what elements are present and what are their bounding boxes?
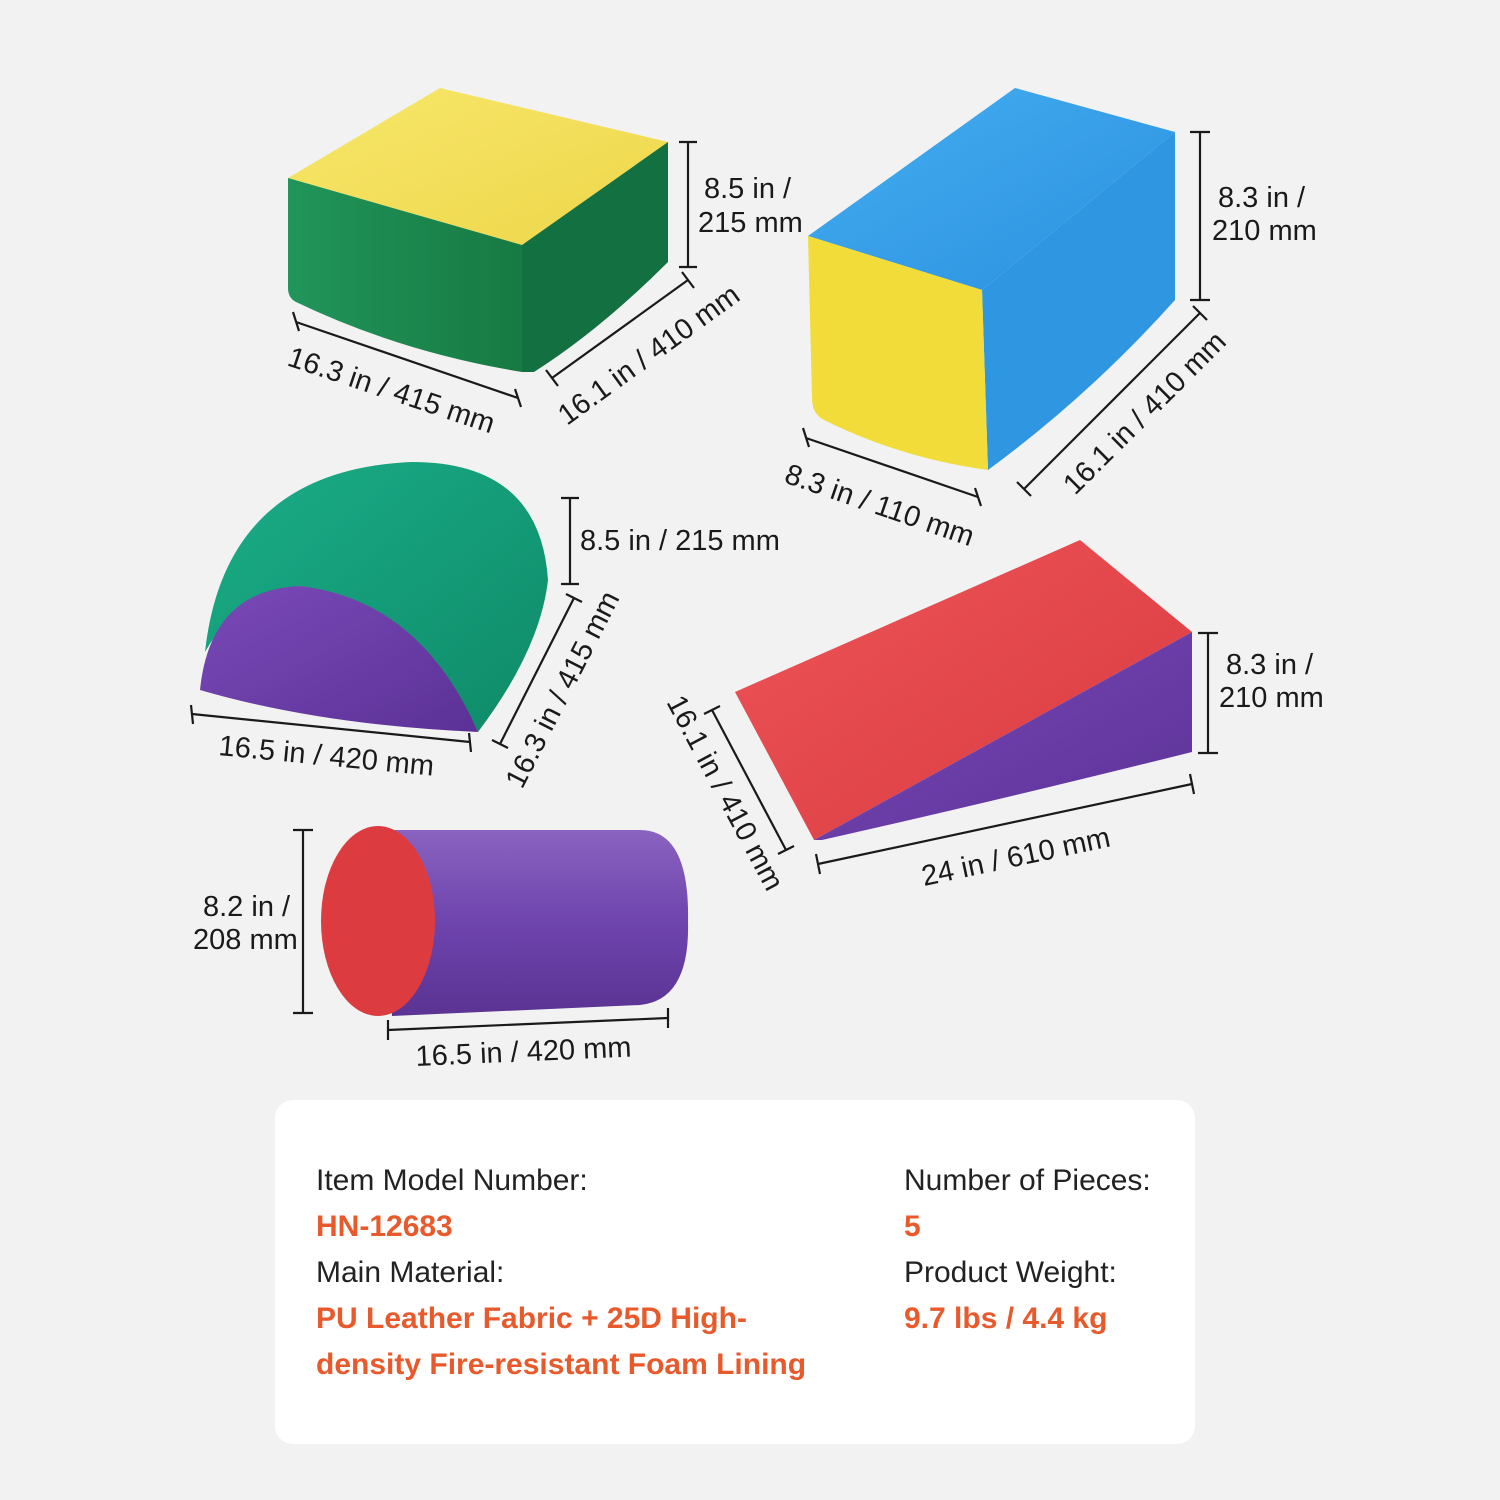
main-material-value-line1: PU Leather Fabric + 25D High- [316,1302,747,1335]
number-of-pieces-label: Number of Pieces: [904,1164,1151,1197]
dim-line-cylinder-diameter [293,828,313,1015]
wedge-height-mm-label: 210 mm [1219,682,1324,714]
cube-right-face [522,142,668,372]
product-weight-value: 9.7 lbs / 4.4 kg [904,1302,1108,1335]
model-number-label: Item Model Number: [316,1164,588,1197]
dim-line-wedge-depth [703,705,795,855]
spec-card: Item Model Number: HN-12683 Main Materia… [275,1100,1195,1444]
cube-height-label: 8.5 in / [704,173,792,205]
foam-cube [288,88,668,372]
product-weight-label: Product Weight: [904,1256,1117,1289]
half-cylinder-curved-top [205,462,548,732]
half-cylinder-height-label: 8.5 in / 215 mm [580,525,780,557]
number-of-pieces-value: 5 [904,1210,921,1243]
block-top-face [808,88,1175,290]
spec-column-left: Item Model Number: HN-12683 Main Materia… [316,1158,856,1388]
block-width-label: 8.3 in / 110 mm [781,458,978,553]
wedge-height-label: 8.3 in / [1226,649,1314,681]
block-height-label: 8.3 in / [1218,182,1306,214]
spec-column-right: Number of Pieces: 5 Product Weight: 9.7 … [904,1158,1184,1342]
dim-line-block-length [1016,305,1208,497]
cylinder-body [378,830,689,1016]
wedge-side-face [814,632,1192,840]
dim-line-wedge-length [814,773,1196,875]
half-cylinder-flat-end [200,586,478,732]
wedge-length-label: 24 in / 610 mm [919,822,1113,893]
cylinder-end-face [321,826,435,1016]
foam-half-cylinder [200,462,548,732]
cylinder-diameter-mm-label: 208 mm [193,924,298,956]
dim-line-block-height [1190,130,1210,302]
dim-line-half-cylinder-width [189,704,473,753]
foam-block [808,88,1175,470]
foam-wedge [735,540,1192,840]
dim-line-cube-depth [545,271,695,387]
foam-cylinder [321,826,689,1016]
main-material-value-line2: density Fire-resistant Foam Lining [316,1348,807,1381]
cube-top-face [288,88,668,245]
dim-line-half-cylinder-height [561,496,579,586]
block-height-mm-label: 210 mm [1212,215,1317,247]
cube-left-face [288,178,522,372]
dim-line-half-cylinder-depth [491,593,583,749]
dim-line-block-width [801,427,983,507]
block-end-face [808,236,988,470]
cylinder-length-label: 16.5 in / 420 mm [415,1032,632,1073]
block-side-face [982,132,1175,470]
cube-height-mm-label: 215 mm [698,207,803,239]
model-number-value: HN-12683 [316,1210,453,1243]
wedge-slope-face [735,540,1192,840]
dim-line-cube-height [679,140,697,269]
dim-line-cylinder-length [386,1008,670,1040]
main-material-label: Main Material: [316,1256,505,1289]
dim-line-wedge-height [1198,631,1218,755]
dim-line-cube-width [291,311,523,408]
cylinder-diameter-label: 8.2 in / [203,891,291,923]
half-cylinder-width-label: 16.5 in / 420 mm [217,730,435,783]
